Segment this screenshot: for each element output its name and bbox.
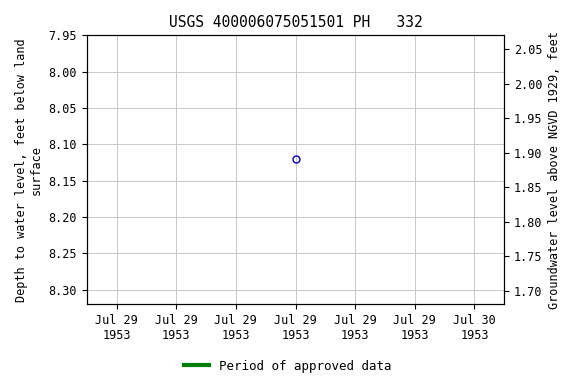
Title: USGS 400006075051501 PH   332: USGS 400006075051501 PH 332 [169,15,422,30]
Y-axis label: Groundwater level above NGVD 1929, feet: Groundwater level above NGVD 1929, feet [548,31,561,309]
Legend: Period of approved data: Period of approved data [179,355,397,378]
Y-axis label: Depth to water level, feet below land
surface: Depth to water level, feet below land su… [15,38,43,302]
